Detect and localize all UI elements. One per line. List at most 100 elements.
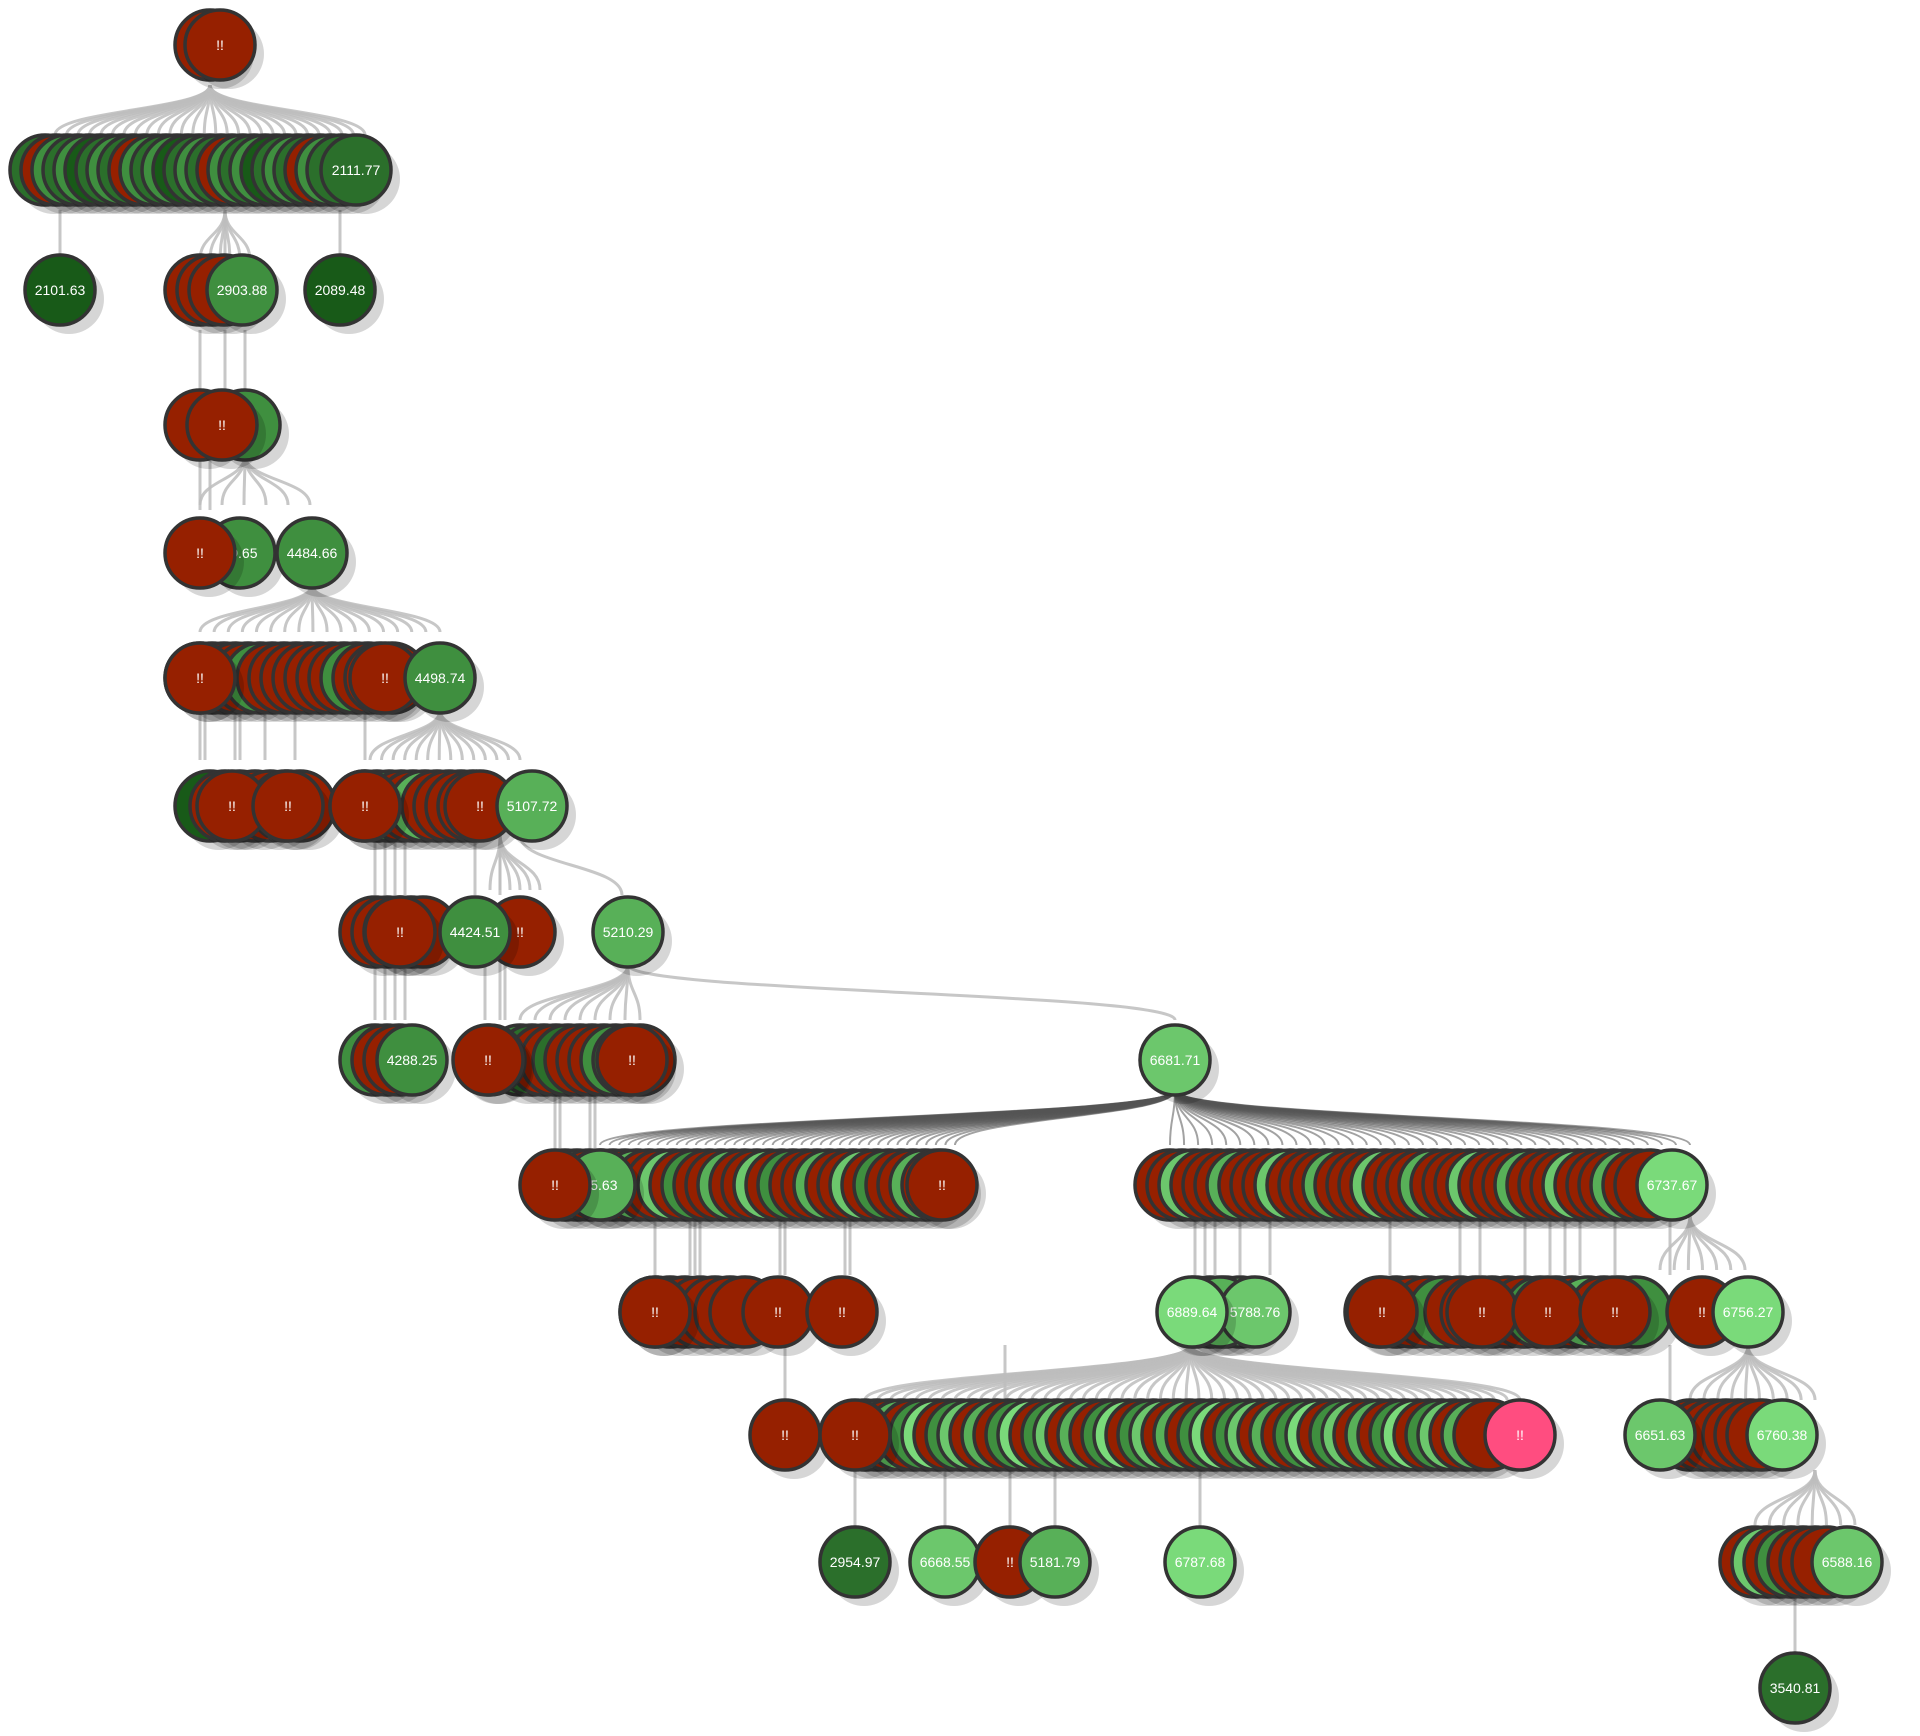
node-label: 4484.66	[287, 545, 338, 561]
node-label: 5210.29	[603, 924, 654, 940]
node-label: 2101.63	[35, 282, 86, 298]
branch-node: 6681.71	[1138, 1023, 1219, 1104]
cluster-last-node: 2903.88	[205, 253, 286, 334]
node-circle	[319, 133, 393, 207]
alert-node: !!	[185, 388, 266, 469]
node-circle	[275, 516, 349, 590]
node-label: 2089.48	[315, 282, 366, 298]
node-label: 2903.88	[217, 282, 268, 298]
node-circle	[805, 1275, 879, 1349]
tree-edge	[243, 454, 312, 506]
node-circle	[375, 1023, 449, 1097]
branch-node: 6889.64	[1155, 1275, 1236, 1356]
node-label: 4498.74	[415, 670, 466, 686]
alert-node: !!	[163, 516, 244, 597]
node-circle	[1745, 1398, 1819, 1472]
node-label: !!	[196, 670, 204, 686]
leaf-node: 2089.48	[303, 253, 384, 334]
node-circle	[451, 1023, 525, 1097]
tree-nodes: !!2111.772101.632903.882089.4865!!49.65!…	[8, 8, 1891, 1732]
node-label: 6756.27	[1723, 1304, 1774, 1320]
tree-edges	[53, 84, 1857, 1660]
node-label: !!	[774, 1304, 782, 1320]
alert-node: !!	[748, 1398, 829, 1479]
node-circle	[818, 1525, 892, 1599]
leaf-node: 5181.79	[1018, 1525, 1099, 1606]
cluster-last-node: 4288.25	[375, 1023, 456, 1104]
tree-edge	[548, 964, 630, 1021]
cluster-node: !!	[328, 769, 409, 850]
tree-edge	[626, 963, 1177, 1022]
node-label: !!	[628, 1052, 636, 1068]
cluster-last-node: 2111.77	[319, 133, 400, 214]
tree-edge	[1688, 1214, 1747, 1271]
node-circle	[1810, 1525, 1884, 1599]
tree-edge	[954, 1089, 1176, 1146]
node-circle	[618, 1275, 692, 1349]
node-label: !!	[216, 37, 224, 53]
node-label: !!	[1611, 1304, 1619, 1320]
leaf-node: 2954.97	[818, 1525, 899, 1606]
node-circle	[905, 1148, 979, 1222]
branch-node: 6756.27	[1711, 1275, 1792, 1356]
cluster-node: !!	[251, 769, 332, 850]
node-label: !!	[838, 1304, 846, 1320]
tree-edge	[438, 709, 522, 761]
tree-edge	[1188, 1344, 1522, 1401]
cluster-node: !!	[805, 1275, 886, 1356]
cluster-last-node: 6760.38	[1745, 1398, 1826, 1479]
node-circle	[205, 253, 279, 327]
node-label: !!	[361, 798, 369, 814]
root-node: !!	[183, 8, 264, 89]
cluster-node: !!	[518, 1148, 599, 1229]
tree-edge	[518, 834, 624, 896]
node-circle	[403, 641, 477, 715]
node-label: 6668.55	[920, 1554, 971, 1570]
node-label: !!	[1006, 1554, 1014, 1570]
node-circle	[591, 895, 665, 969]
node-circle	[303, 253, 377, 327]
tree-edge	[1813, 1469, 1857, 1526]
branch-node: 5107.72	[495, 769, 576, 850]
tree-edge	[223, 209, 252, 261]
tree-edge	[498, 834, 542, 891]
tree-edge	[310, 584, 442, 633]
node-label: !!	[228, 798, 236, 814]
node-label: 5788.76	[1230, 1304, 1281, 1320]
node-circle	[23, 253, 97, 327]
node-circle	[1483, 1398, 1557, 1472]
node-label: !!	[938, 1177, 946, 1193]
node-label: !!	[1478, 1304, 1486, 1320]
node-label: !!	[551, 1177, 559, 1193]
node-label: !!	[396, 924, 404, 940]
cluster-node: !!	[363, 895, 444, 976]
node-circle	[185, 388, 259, 462]
node-circle	[1155, 1275, 1229, 1349]
node-circle	[363, 895, 437, 969]
node-label: 6889.64	[1167, 1304, 1218, 1320]
node-label: !!	[781, 1427, 789, 1443]
node-circle	[183, 8, 257, 82]
branch-node: 5210.29	[591, 895, 672, 976]
branch-node: 4484.66	[275, 516, 356, 597]
node-label: 4288.25	[387, 1052, 438, 1068]
node-label: !!	[196, 545, 204, 561]
tree-edge	[208, 84, 367, 136]
node-circle	[1018, 1525, 1092, 1599]
node-circle	[1635, 1148, 1709, 1222]
node-label: 6651.63	[1635, 1427, 1686, 1443]
cluster-node: !!	[451, 1023, 532, 1104]
node-circle	[1345, 1275, 1419, 1349]
node-label: !!	[1516, 1427, 1524, 1443]
node-circle	[251, 769, 325, 843]
node-label: !!	[1698, 1304, 1706, 1320]
node-circle	[818, 1398, 892, 1472]
node-label: !!	[516, 924, 524, 940]
node-label: !!	[284, 798, 292, 814]
node-label: !!	[851, 1427, 859, 1443]
node-label: 5107.72	[507, 798, 558, 814]
cluster-node: !!	[1578, 1275, 1659, 1356]
node-label: 6588.16	[1822, 1554, 1873, 1570]
cluster-node: !!	[163, 641, 244, 722]
